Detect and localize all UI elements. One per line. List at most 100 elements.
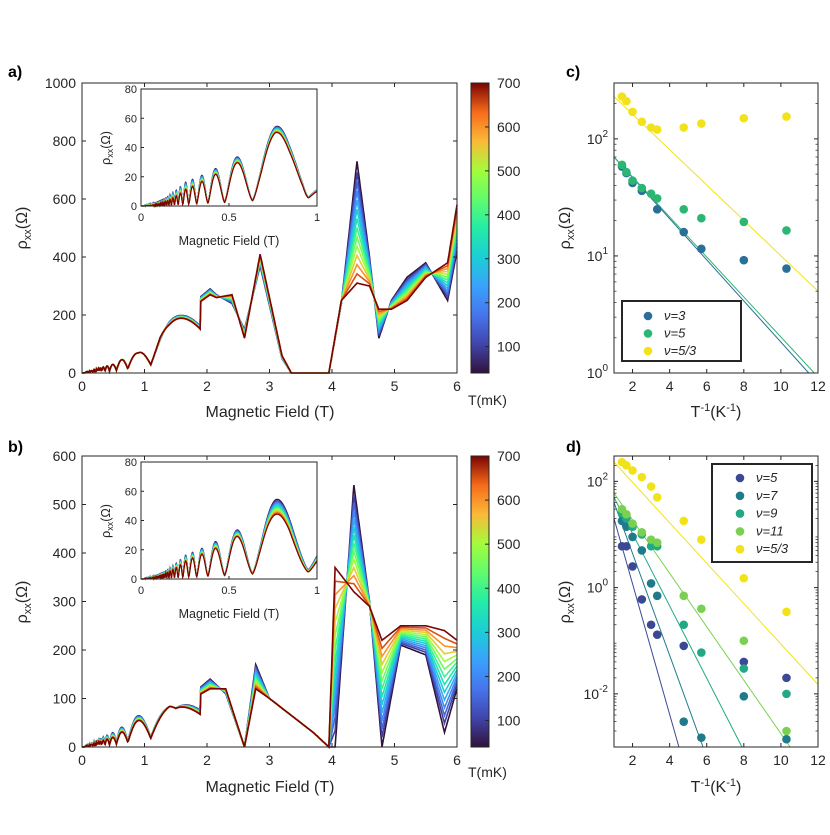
data-point (739, 573, 749, 583)
x-tick-label: 5 (391, 752, 399, 768)
data-point (617, 160, 627, 170)
data-point (622, 167, 631, 177)
colorbar-tick-label: 200 (497, 295, 521, 311)
panel-a-colorbar: 100 200 300 400 500 600 700 T(mK) (468, 75, 521, 408)
legend-marker (735, 491, 745, 501)
data-point (652, 125, 662, 134)
panel-c-chart: 2 4 6 8 10 12 100 101 102 T-1(K-1) ρxx(Ω) ν=3 ν=5… (557, 82, 826, 421)
colorbar-b-title: T(mK) (468, 764, 507, 780)
legend-entry: ν=5/3 (756, 541, 789, 556)
x-tick-label: 8 (740, 752, 748, 768)
x-tick-label: 5 (391, 378, 399, 394)
data-point (637, 117, 647, 127)
x-tick-label: 10 (773, 752, 789, 768)
legend-marker (735, 509, 745, 518)
data-point (628, 466, 637, 475)
legend-marker (643, 329, 653, 338)
data-point (739, 657, 749, 667)
svg-text:ρxx(Ω): ρxx(Ω) (14, 207, 34, 250)
y-tick-label: 300 (53, 594, 77, 610)
x-tick-label: 4 (666, 378, 674, 394)
panel-b-inset: 0 0.5 1 0 20 40 60 80 Magnetic Field (T) ρxx(Ω) (99, 457, 320, 621)
data-point (697, 244, 706, 254)
y-tick-label: 200 (53, 307, 77, 323)
data-point (782, 673, 791, 683)
panel-label-b: b) (8, 439, 23, 456)
data-point (782, 112, 791, 121)
data-point (782, 264, 791, 273)
colorbar-tick-label: 400 (497, 580, 521, 596)
fit-line-4 (614, 461, 818, 685)
x-tick-label: 2 (203, 378, 211, 394)
svg-text:ρxx(Ω): ρxx(Ω) (14, 581, 34, 624)
panel-d-ylabel: ρxx(Ω) (557, 581, 577, 624)
legend-marker (643, 346, 653, 356)
colorbar-tick-label: 100 (497, 713, 521, 729)
inset-y-tick-label: 40 (125, 516, 137, 528)
data-point (652, 493, 662, 502)
data-point (679, 591, 689, 601)
panel-label-a: a) (8, 64, 22, 81)
x-tick-label: 1 (141, 378, 149, 394)
data-point (697, 648, 706, 657)
inset-x-tick-label: 0.5 (221, 585, 236, 597)
svg-text:ρxx(Ω): ρxx(Ω) (557, 581, 577, 624)
x-tick-label: 2 (629, 752, 637, 768)
panel-b-inset-xlabel: Magnetic Field (T) (179, 607, 280, 621)
x-tick-label: 6 (453, 752, 461, 768)
data-point (646, 482, 656, 491)
inset-series-line-700mK (141, 513, 318, 581)
y-tick-label: 100 (587, 578, 609, 596)
data-point (628, 532, 637, 542)
y-tick-label: 102 (587, 471, 609, 489)
data-point (697, 604, 706, 614)
data-point (637, 472, 647, 482)
x-tick-label: 2 (629, 378, 637, 394)
data-point (679, 516, 689, 526)
series-line-650mK (81, 580, 458, 749)
inset-series-line-700mK (141, 131, 317, 208)
data-point (637, 546, 647, 555)
data-point (739, 664, 749, 673)
y-tick-label: 200 (53, 642, 77, 658)
x-tick-label: 1 (141, 752, 149, 768)
legend-entry: ν=11 (756, 523, 784, 538)
data-point (628, 519, 637, 528)
data-point (739, 113, 749, 123)
y-tick-label: 100 (587, 363, 609, 381)
colorbar-tick-label: 200 (497, 668, 521, 684)
data-point (679, 641, 689, 651)
x-tick-label: 4 (328, 752, 336, 768)
legend-entry: ν=5/3 (664, 343, 697, 358)
panel-a-inset-xlabel: Magnetic Field (T) (179, 234, 280, 248)
colorbar-tick-label: 600 (497, 492, 521, 508)
data-point (679, 620, 689, 630)
panel-c-xlabel: T-1(K-1) (691, 402, 742, 421)
data-point (679, 717, 689, 726)
legend-entry: ν=7 (756, 488, 778, 503)
x-tick-label: 8 (740, 378, 748, 394)
legend-entry: ν=9 (756, 506, 777, 521)
panel-c-ylabel: ρxx(Ω) (557, 207, 577, 250)
data-point (697, 733, 706, 742)
panel-b-curves (81, 484, 458, 749)
data-point (679, 205, 689, 214)
data-point (782, 726, 791, 736)
data-point (739, 636, 749, 646)
y-tick-label: 800 (53, 133, 77, 149)
colorbar-tick-label: 500 (497, 163, 521, 179)
data-point (782, 607, 791, 617)
x-tick-label: 0 (78, 378, 86, 394)
x-tick-label: 4 (666, 752, 674, 768)
legend-marker (735, 473, 745, 483)
data-point (697, 213, 706, 223)
x-tick-label: 2 (203, 752, 211, 768)
x-tick-label: 0 (78, 752, 86, 768)
data-point (628, 107, 637, 117)
y-tick-label: 400 (53, 545, 77, 561)
legend-marker (643, 311, 653, 321)
